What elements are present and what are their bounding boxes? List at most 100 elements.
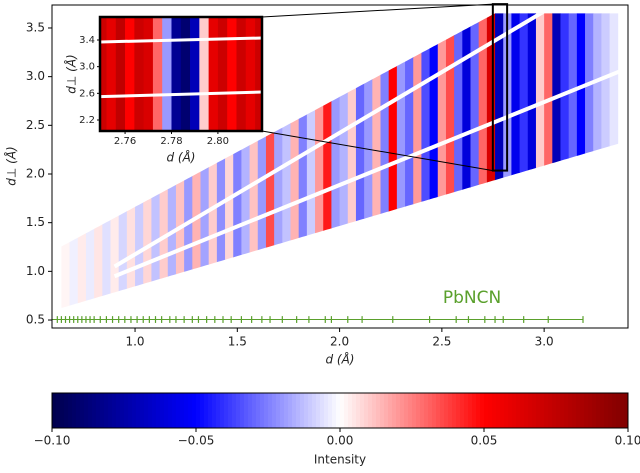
colorbar-cell: [500, 393, 505, 428]
colorbar-cell: [264, 393, 269, 428]
stripe: [69, 13, 79, 310]
colorbar-cell: [248, 393, 253, 428]
x-tick-label: 3.0: [535, 335, 554, 349]
colorbar-cell: [584, 393, 589, 428]
stripe: [364, 13, 373, 310]
stripe: [437, 13, 447, 310]
stripe: [445, 13, 455, 310]
stripe: [274, 13, 283, 310]
x-axis-label: d (Å): [325, 352, 354, 367]
colorbar-cell: [192, 393, 197, 428]
zoom-box: [491, 3, 509, 172]
colorbar-cell: [444, 393, 449, 428]
colorbar-cell: [568, 393, 573, 428]
colorbar-cell: [140, 393, 145, 428]
colorbar-cell: [184, 393, 189, 428]
inset-column: [106, 17, 117, 131]
colorbar-cell: [468, 393, 473, 428]
stripe: [560, 13, 570, 310]
colorbar-cell: [128, 393, 133, 428]
colorbar-cell: [508, 393, 513, 428]
colorbar-cell: [260, 393, 265, 428]
colorbar-cell: [156, 393, 161, 428]
colorbar-cell: [364, 393, 369, 428]
colorbar-cell: [376, 393, 381, 428]
colorbar-cell: [356, 393, 361, 428]
stripe: [290, 13, 300, 310]
colorbar-cell: [64, 393, 69, 428]
colorbar-cell: [424, 393, 429, 428]
inset-x-tick-label: 2.76: [114, 136, 136, 147]
colorbar-cell: [496, 393, 501, 428]
stripe: [77, 13, 87, 310]
colorbar-cell: [420, 393, 425, 428]
inset-column: [171, 17, 182, 131]
stripe: [519, 13, 529, 310]
colorbar-cell: [124, 393, 129, 428]
colorbar-cell: [484, 393, 489, 428]
colorbar-cell: [120, 393, 125, 428]
inset-column: [190, 17, 200, 131]
stripe: [511, 13, 520, 310]
colorbar-cell: [204, 393, 209, 428]
inset-column: [236, 17, 247, 131]
y-axis-label: d⊥ (Å): [4, 146, 19, 185]
stripe: [249, 13, 259, 310]
colorbar-tick-label: 0.00: [327, 434, 354, 448]
colorbar-cell: [384, 393, 389, 428]
colorbar-cell: [428, 393, 433, 428]
inset-column: [255, 17, 262, 131]
inset-y-tick-label: 2.6: [79, 88, 95, 99]
colorbar-cell: [148, 393, 153, 428]
stripe: [372, 13, 381, 310]
stripe: [85, 13, 95, 310]
inset-column: [208, 17, 219, 131]
inset-columns: [100, 17, 262, 131]
colorbar-cell: [116, 393, 121, 428]
colorbar-cell: [400, 393, 405, 428]
colorbar-cell: [396, 393, 401, 428]
colorbar-cell: [136, 393, 141, 428]
colorbar-cell: [448, 393, 453, 428]
colorbar-cell: [560, 393, 565, 428]
colorbar-cell: [336, 393, 341, 428]
colorbar-cell: [352, 393, 357, 428]
inset-column: [162, 17, 172, 131]
colorbar-cell: [372, 393, 377, 428]
colorbar-cell: [88, 393, 93, 428]
colorbar-cell: [528, 393, 533, 428]
inset-column: [217, 17, 228, 131]
colorbar-tick-label: 0.05: [471, 434, 498, 448]
colorbar-cell: [592, 393, 597, 428]
colorbar-cell: [164, 393, 169, 428]
colorbar-cell: [552, 393, 557, 428]
stripe: [413, 13, 422, 310]
colorbar-cell: [276, 393, 281, 428]
colorbar-cell: [216, 393, 221, 428]
colorbar-cell: [504, 393, 509, 428]
colorbar-cell: [348, 393, 353, 428]
colorbar-cell: [332, 393, 337, 428]
colorbar-cell: [616, 393, 621, 428]
colorbar-cell: [520, 393, 525, 428]
colorbar-cell: [196, 393, 201, 428]
colorbar-cell: [72, 393, 77, 428]
colorbar-cell: [340, 393, 345, 428]
colorbar-cell: [512, 393, 517, 428]
colorbar-cell: [80, 393, 85, 428]
colorbar-cell: [388, 393, 393, 428]
stripe: [544, 13, 553, 310]
stripe: [282, 13, 291, 310]
colorbar-cell: [596, 393, 601, 428]
colorbar-cell: [220, 393, 225, 428]
colorbar-cell: [108, 393, 113, 428]
colorbar-cell: [536, 393, 541, 428]
colorbar-cell: [308, 393, 313, 428]
colorbar-cell: [580, 393, 585, 428]
x-tick-label: 2.0: [330, 335, 349, 349]
stripe: [405, 13, 414, 310]
inset-y-tick-label: 3.4: [79, 35, 95, 46]
stripe: [535, 13, 545, 310]
inset-column: [115, 17, 126, 131]
colorbar-cell: [544, 393, 549, 428]
